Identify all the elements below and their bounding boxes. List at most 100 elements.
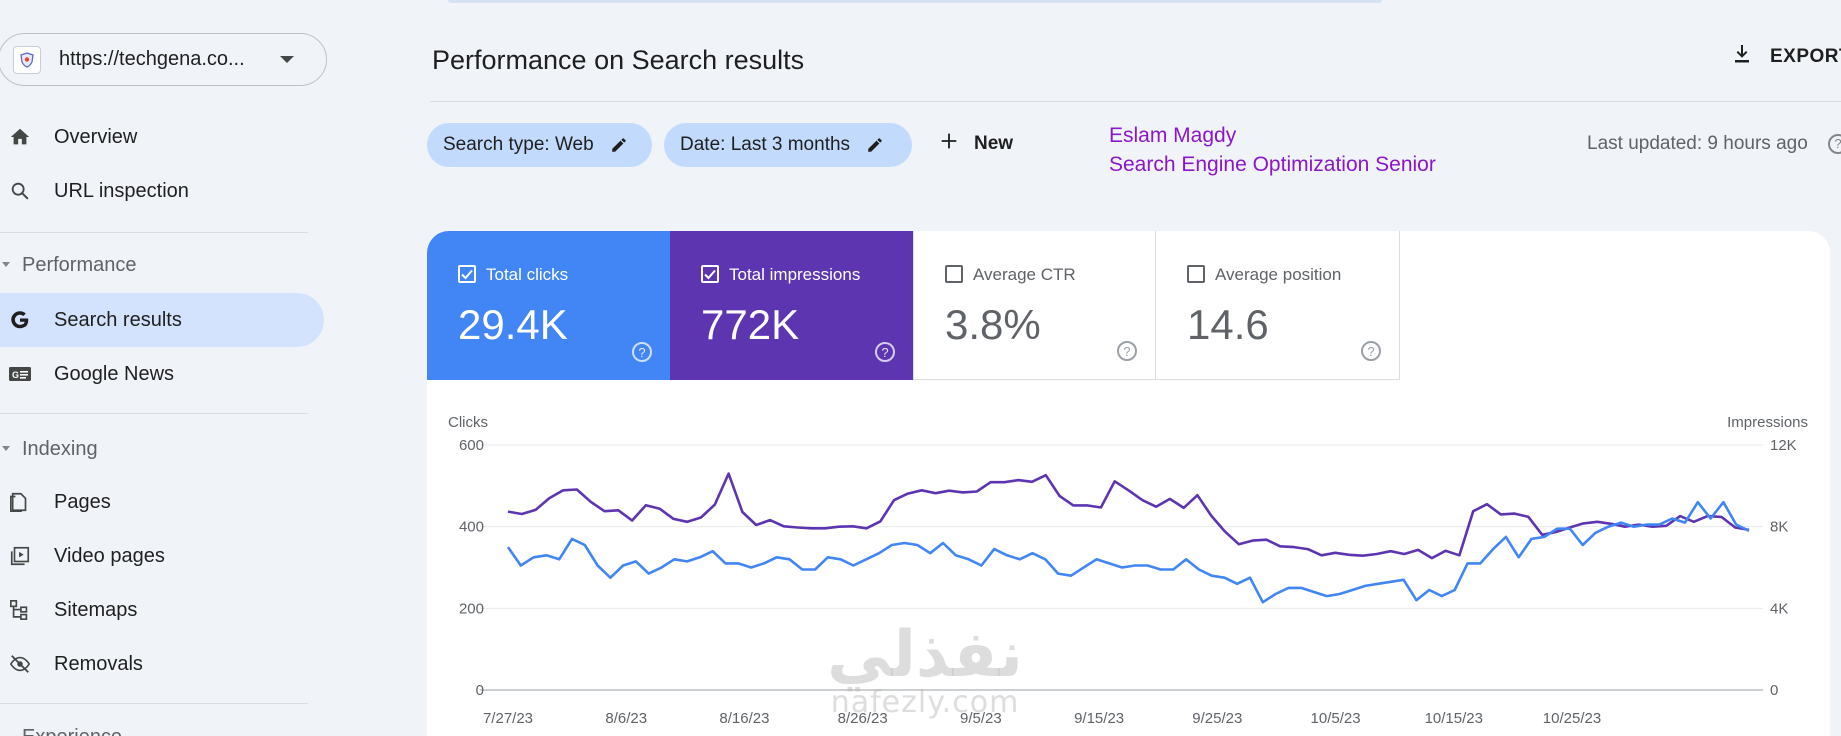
x-tick-label: 8/16/23 (719, 710, 769, 727)
section-label: Indexing (22, 437, 98, 460)
svg-text:G: G (12, 370, 19, 380)
series-line-impressions (507, 472, 1750, 560)
nav-label: Sitemaps (54, 598, 138, 621)
export-button[interactable]: EXPORT (1730, 42, 1841, 71)
author-role: Search Engine Optimization Senior (1109, 153, 1436, 176)
metric-total-clicks[interactable]: Total clicks 29.4K ? (427, 231, 670, 380)
metric-average-ctr[interactable]: Average CTR 3.8% ? (913, 231, 1156, 380)
section-label: Performance (22, 253, 137, 276)
x-tick-label: 9/15/23 (1074, 710, 1124, 727)
watermark-arabic: نفذلي (827, 618, 1023, 692)
video-pages-icon (8, 544, 32, 568)
author-annotation: Eslam Magdy Search Engine Optimization S… (1109, 121, 1436, 179)
new-label: New (974, 132, 1014, 154)
metric-label: Total impressions (729, 265, 861, 284)
author-name: Eslam Magdy (1109, 124, 1237, 147)
x-tick-label: 9/5/23 (960, 710, 1002, 727)
google-g-icon (8, 308, 32, 332)
chip-label: Search type: Web (443, 134, 594, 155)
help-icon[interactable]: ? (1117, 341, 1137, 361)
section-performance[interactable]: Performance (0, 250, 320, 280)
nav-item-pages[interactable]: Pages (0, 475, 324, 529)
metric-total-impressions[interactable]: Total impressions 772K ? (670, 231, 913, 380)
series-line-clicks (506, 500, 1750, 604)
metric-average-position[interactable]: Average position 14.6 ? (1156, 231, 1400, 380)
nav-label: Google News (54, 362, 175, 385)
nav-label: Pages (54, 490, 111, 513)
x-tick-label: 8/26/23 (838, 710, 888, 727)
last-updated-text: Last updated: 9 hours ago (1587, 133, 1808, 154)
nav-item-sitemaps[interactable]: Sitemaps (0, 583, 324, 637)
performance-chart: Clicks Impressions 600 12K 400 8K 200 4K 0 0 7/2… (448, 414, 1808, 727)
right-tick-label: 0 (1770, 682, 1778, 699)
right-axis-title: Impressions (1727, 414, 1808, 431)
property-selector[interactable]: https://techgena.co... (0, 33, 327, 86)
dropdown-caret-icon (280, 56, 294, 63)
date-filter-chip[interactable]: Date: Last 3 months (664, 123, 912, 167)
property-url: https://techgena.co... (59, 48, 245, 70)
nav-label: URL inspection (54, 179, 189, 202)
help-icon[interactable]: ? (632, 342, 652, 362)
removals-icon (8, 652, 32, 676)
help-icon[interactable]: ? (1361, 341, 1381, 361)
help-icon[interactable]: ? (1828, 134, 1841, 154)
left-axis-title: Clicks (448, 414, 488, 431)
section-experience[interactable]: Experience (0, 722, 320, 736)
left-tick-label: 200 (459, 600, 484, 617)
nav-item-url-inspection[interactable]: URL inspection (0, 164, 324, 218)
section-indexing[interactable]: Indexing (0, 434, 320, 464)
nav-label: Overview (54, 125, 138, 148)
export-label: EXPORT (1770, 45, 1841, 67)
download-icon (1730, 42, 1754, 71)
right-tick-label: 8K (1770, 519, 1788, 536)
metric-label: Total clicks (486, 265, 569, 284)
x-tick-label: 7/27/23 (483, 710, 533, 727)
checkbox-checked-icon[interactable] (701, 265, 719, 283)
metric-value: 3.8% (945, 301, 1041, 348)
nav-item-google-news[interactable]: G Google News (0, 347, 324, 401)
metric-value: 14.6 (1187, 301, 1269, 348)
news-icon: G (8, 362, 32, 386)
left-tick-label: 600 (459, 437, 484, 454)
metric-value: 772K (701, 301, 800, 348)
nav-item-video-pages[interactable]: Video pages (0, 529, 324, 583)
chip-label: Date: Last 3 months (680, 134, 851, 155)
nav-item-search-results[interactable]: Search results (0, 293, 324, 347)
checkbox-checked-icon[interactable] (458, 265, 476, 283)
x-tick-label: 10/5/23 (1311, 710, 1361, 727)
right-tick-label: 12K (1770, 437, 1797, 454)
search-type-filter-chip[interactable]: Search type: Web (427, 123, 652, 167)
nav-label: Removals (54, 652, 143, 675)
sitemap-icon (8, 598, 32, 622)
chart-grid (480, 444, 1763, 691)
left-tick-label: 400 (459, 519, 484, 536)
collapse-caret-icon (2, 262, 10, 267)
watermark: نفذلي nafezly.com (800, 622, 1050, 718)
home-icon (8, 125, 32, 149)
header-divider (430, 101, 1841, 102)
help-icon[interactable]: ? (875, 342, 895, 362)
watermark-latin: nafezly.com (830, 685, 1020, 720)
edit-pencil-icon (864, 134, 886, 156)
nav-item-overview[interactable]: Overview (0, 110, 324, 164)
x-tick-label: 10/25/23 (1543, 710, 1601, 727)
left-tick-label: 0 (476, 682, 484, 699)
nav-divider (0, 232, 308, 233)
pages-icon (8, 490, 32, 514)
metric-label: Average position (1215, 265, 1342, 284)
collapse-caret-icon (2, 446, 10, 451)
nav-label: Video pages (54, 544, 165, 567)
plus-icon (938, 130, 960, 157)
new-filter-button[interactable]: New (938, 130, 1013, 157)
section-label: Experience (22, 726, 122, 736)
search-icon (8, 179, 32, 203)
metric-label: Average CTR (973, 265, 1076, 284)
right-tick-label: 4K (1770, 600, 1788, 617)
metric-value: 29.4K (458, 301, 568, 348)
site-icon (13, 45, 41, 74)
sidebar: https://techgena.co... Overview URL insp… (0, 0, 330, 736)
nav-item-removals[interactable]: Removals (0, 637, 324, 691)
checkbox-unchecked-icon[interactable] (1187, 265, 1205, 283)
top-search-bar-edge (448, 0, 1382, 3)
checkbox-unchecked-icon[interactable] (945, 265, 963, 283)
